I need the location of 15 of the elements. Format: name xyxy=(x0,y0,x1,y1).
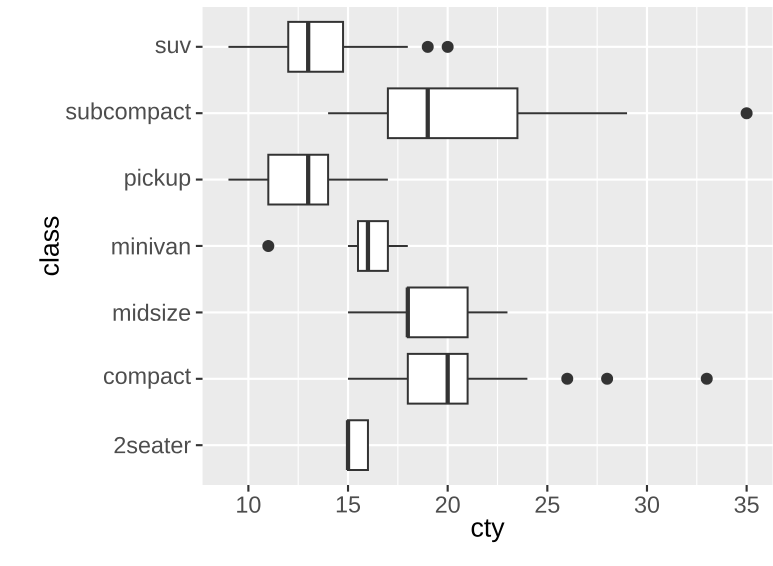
y-tick-label: pickup xyxy=(125,168,190,190)
x-tick-label: 35 xyxy=(734,496,759,513)
y-tick-label: subcompact xyxy=(66,102,191,124)
y-tick-label: midsize xyxy=(114,304,190,321)
y-axis-title: class xyxy=(39,216,59,276)
y-tick-label: minivan xyxy=(112,237,190,255)
x-tick-label: 25 xyxy=(536,496,560,513)
x-axis-title: cty xyxy=(472,519,505,542)
x-tick-label: 10 xyxy=(237,496,260,513)
x-tick-label: 15 xyxy=(336,496,360,513)
y-tick-label: suv xyxy=(156,40,192,54)
x-tick-label: 30 xyxy=(634,496,660,513)
x-tick-label: 20 xyxy=(436,496,460,513)
y-tick-label: compact xyxy=(104,368,191,389)
y-tick-label: 2seater xyxy=(114,436,191,454)
